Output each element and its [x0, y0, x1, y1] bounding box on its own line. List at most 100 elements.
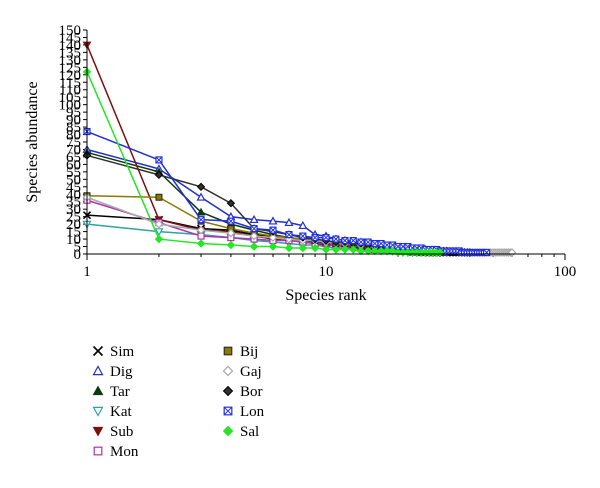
- marker-cross: [377, 240, 385, 247]
- y-axis: 0510152025303540455055606570758085909510…: [59, 23, 87, 263]
- marker-cross: [250, 225, 258, 232]
- legend-item-kat: Kat: [92, 404, 132, 420]
- x-tick-label: 1: [83, 264, 91, 280]
- legend-marker: [93, 446, 103, 456]
- data-point: [356, 246, 366, 256]
- legend: Sim Dig Tar Kat Sub Mon Bij Gaj Bor Lon Sal: [92, 344, 265, 460]
- y-tick-label: 65: [66, 150, 81, 166]
- data-point: [284, 243, 294, 253]
- y-tick-label: 60: [66, 157, 81, 173]
- y-tick-label: 5: [74, 240, 82, 256]
- y-tick-label: 55: [66, 165, 81, 181]
- legend-label: Dig: [110, 364, 133, 380]
- y-tick-label: 75: [66, 135, 81, 151]
- y-tick-label: 80: [66, 128, 81, 144]
- y-tick-label: 0: [74, 247, 82, 263]
- legend-item-lon: Lon: [223, 404, 265, 420]
- y-tick-label: 125: [59, 60, 82, 76]
- data-point: [310, 243, 320, 253]
- data-point: [370, 246, 379, 256]
- data-point: [349, 245, 358, 254]
- legend-marker: [92, 385, 104, 396]
- legend-label: Tar: [110, 384, 130, 400]
- legend-label: Mon: [110, 444, 139, 460]
- marker-cross: [197, 216, 205, 223]
- legend-label: Sal: [240, 424, 259, 440]
- y-tick-label: 130: [59, 53, 82, 69]
- marker-cross: [322, 234, 330, 241]
- y-tick-label: 20: [66, 217, 81, 233]
- data-point: [154, 170, 164, 180]
- marker-cross: [341, 237, 349, 244]
- data-point: [435, 248, 445, 257]
- y-tick-label: 150: [59, 23, 82, 39]
- legend-item-gaj: Gaj: [222, 364, 262, 380]
- data-point: [196, 239, 206, 248]
- legend-item-tar: Tar: [92, 384, 130, 400]
- data-point: [249, 242, 259, 251]
- y-tick-label: 120: [59, 68, 82, 84]
- data-point: [298, 243, 308, 253]
- y-tick-label: 10: [66, 232, 81, 248]
- y-tick-label: 50: [66, 172, 81, 188]
- marker-cross: [332, 235, 340, 243]
- marker-cross: [223, 406, 233, 416]
- legend-marker: [223, 346, 233, 356]
- legend-item-dig: Dig: [92, 364, 133, 380]
- plot-area: [87, 30, 565, 254]
- data-point: [196, 225, 206, 235]
- x-axis-title: Species rank: [285, 287, 366, 304]
- data-point: [249, 231, 259, 241]
- y-axis-title: Species abundance: [24, 81, 41, 202]
- legend-label: Bij: [240, 344, 258, 360]
- data-point: [331, 245, 341, 254]
- legend-label: Sim: [110, 344, 135, 360]
- marker-cross: [349, 237, 357, 244]
- data-point: [298, 220, 308, 230]
- data-point: [196, 192, 206, 201]
- x-tick-label: 10: [319, 264, 334, 280]
- legend-item-bij: Bij: [223, 344, 258, 360]
- legend-item-sub: Sub: [92, 424, 133, 440]
- y-tick-label: 105: [59, 90, 82, 106]
- legend-marker: [92, 365, 104, 376]
- data-point: [226, 228, 236, 238]
- series-sal: [82, 67, 445, 257]
- legend-item-sal: Sal: [222, 424, 259, 440]
- marker-cross: [364, 238, 372, 246]
- data-point: [340, 245, 350, 254]
- y-tick-label: 140: [59, 38, 82, 54]
- marker-cross: [311, 234, 319, 241]
- plot-series: [82, 41, 517, 258]
- y-tick-label: 15: [66, 225, 81, 241]
- marker-cross: [155, 156, 163, 164]
- marker-cross: [357, 238, 365, 246]
- y-tick-label: 115: [59, 75, 81, 91]
- data-point: [268, 233, 278, 242]
- y-tick-label: 90: [66, 113, 81, 129]
- legend-label: Sub: [110, 424, 133, 440]
- marker-cross: [383, 241, 391, 249]
- legend-item-sim: Sim: [92, 344, 135, 360]
- data-point: [268, 242, 278, 251]
- marker-cross: [371, 240, 379, 247]
- data-point: [196, 207, 206, 216]
- data-point: [155, 193, 163, 201]
- x-tick-label: 100: [554, 264, 577, 280]
- y-tick-label: 70: [66, 142, 81, 158]
- legend-marker: [222, 425, 234, 437]
- data-point: [321, 245, 331, 254]
- y-tick-label: 95: [66, 105, 81, 121]
- data-point: [268, 216, 278, 225]
- legend-label: Kat: [110, 404, 132, 420]
- legend-marker: [222, 385, 234, 397]
- data-point: [154, 228, 164, 237]
- y-tick-label: 100: [59, 98, 82, 114]
- y-tick-label: 110: [59, 83, 81, 99]
- legend-label: Lon: [240, 404, 265, 420]
- y-tick-label: 30: [66, 202, 81, 218]
- y-tick-label: 85: [66, 120, 81, 136]
- y-tick-label: 135: [59, 45, 82, 61]
- data-point: [284, 217, 294, 227]
